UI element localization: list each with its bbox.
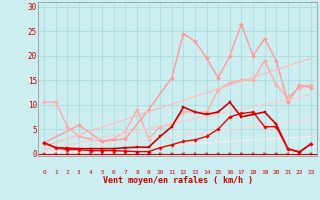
- X-axis label: Vent moyen/en rafales ( km/h ): Vent moyen/en rafales ( km/h ): [103, 176, 252, 185]
